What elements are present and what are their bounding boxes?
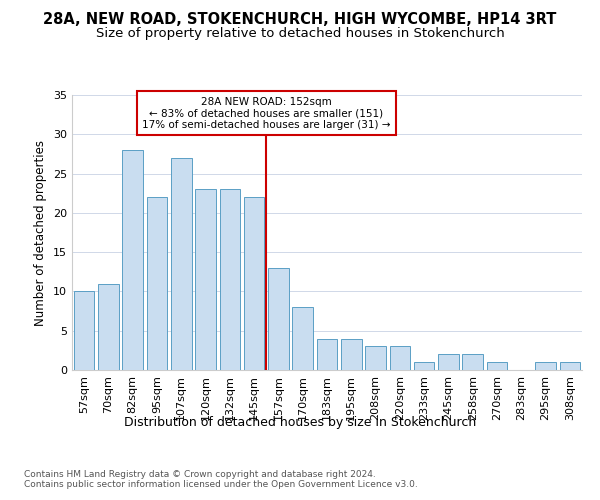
Text: Contains HM Land Registry data © Crown copyright and database right 2024.
Contai: Contains HM Land Registry data © Crown c… (24, 470, 418, 490)
Bar (122, 150, 143, 370)
Bar (98, 284, 119, 370)
Text: 28A NEW ROAD: 152sqm
← 83% of detached houses are smaller (151)
17% of semi-deta: 28A NEW ROAD: 152sqm ← 83% of detached h… (142, 96, 391, 130)
Bar (463, 354, 483, 370)
Bar (365, 346, 386, 370)
Text: Distribution of detached houses by size in Stokenchurch: Distribution of detached houses by size … (124, 416, 476, 429)
Text: Size of property relative to detached houses in Stokenchurch: Size of property relative to detached ho… (95, 28, 505, 40)
Bar (487, 362, 508, 370)
Bar (146, 197, 167, 370)
Bar (171, 158, 191, 370)
Bar (389, 346, 410, 370)
Bar (535, 362, 556, 370)
Bar (414, 362, 434, 370)
Text: 28A, NEW ROAD, STOKENCHURCH, HIGH WYCOMBE, HP14 3RT: 28A, NEW ROAD, STOKENCHURCH, HIGH WYCOMB… (43, 12, 557, 28)
Y-axis label: Number of detached properties: Number of detached properties (34, 140, 47, 326)
Bar (560, 362, 580, 370)
Bar (220, 190, 240, 370)
Bar (341, 338, 362, 370)
Bar (317, 338, 337, 370)
Bar (292, 307, 313, 370)
Bar (438, 354, 459, 370)
Bar (244, 197, 265, 370)
Bar (195, 190, 216, 370)
Bar (268, 268, 289, 370)
Bar (74, 292, 94, 370)
